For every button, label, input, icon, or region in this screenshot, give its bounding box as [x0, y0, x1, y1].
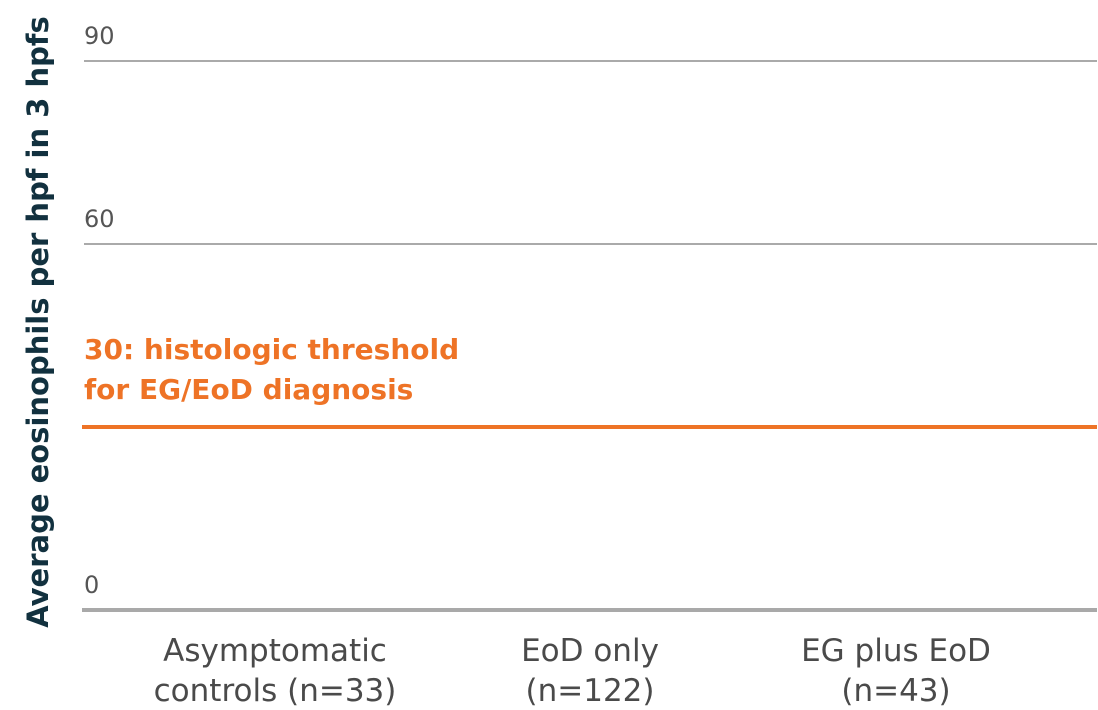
y-tick-label-0: 0 — [84, 571, 99, 599]
threshold-label-line1: 30: histologic threshold — [84, 333, 459, 366]
category-label-2-line2: (n=122) — [526, 673, 655, 709]
y-tick-label-90: 90 — [84, 22, 115, 50]
category-label-3-line2: (n=43) — [841, 673, 950, 709]
category-label-1-line1: Asymptomatic — [163, 633, 387, 669]
threshold-label-line2: for EG/EoD diagnosis — [84, 373, 413, 406]
category-label-3-line1: EG plus EoD — [801, 633, 991, 669]
y-axis-title: Average eosinophils per hpf in 3 hpfs — [21, 16, 55, 628]
y-tick-label-60: 60 — [84, 205, 115, 233]
category-label-2-line1: EoD only — [521, 633, 659, 669]
category-label-1-line2: controls (n=33) — [154, 673, 397, 709]
